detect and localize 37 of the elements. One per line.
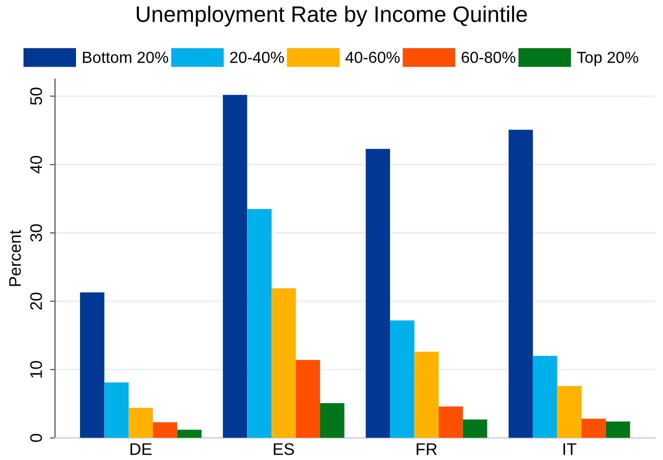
bar [557, 386, 582, 438]
bar [390, 320, 414, 438]
bar [222, 94, 248, 438]
bar [581, 418, 606, 438]
bar [128, 408, 153, 438]
bar [177, 430, 202, 438]
y-tick-label: 50 [30, 88, 42, 105]
chart-title: Unemployment Rate by Income Quintile [136, 6, 527, 26]
legend-label: 20-40% [230, 52, 284, 64]
y-tick-label: 30 [30, 224, 42, 242]
bar [532, 356, 558, 438]
bar [320, 403, 344, 438]
bar [508, 130, 533, 438]
bar [271, 288, 296, 438]
bar [366, 148, 390, 438]
bar [104, 382, 129, 438]
y-axis-title: Percent [9, 230, 21, 286]
bar [462, 419, 488, 438]
bar [438, 406, 463, 438]
bar [606, 422, 630, 438]
bar [247, 208, 272, 438]
x-tick-label: FR [416, 443, 437, 455]
legend-label: 60-80% [462, 52, 516, 64]
legend-label: 40-60% [346, 52, 400, 64]
y-tick-label: 20 [30, 292, 42, 310]
bar [414, 352, 439, 438]
x-tick-label: IT [563, 443, 576, 455]
y-tick-label: 10 [30, 360, 42, 378]
bar [296, 360, 320, 438]
bar [80, 292, 104, 438]
y-tick-label: 0 [30, 434, 42, 442]
bar [152, 422, 178, 438]
x-tick-label: ES [274, 443, 294, 456]
x-tick-label: DE [130, 443, 152, 455]
legend-label: Bottom 20% [83, 52, 168, 64]
legend-label: Top 20% [577, 52, 638, 66]
y-tick-label: 40 [30, 156, 42, 174]
